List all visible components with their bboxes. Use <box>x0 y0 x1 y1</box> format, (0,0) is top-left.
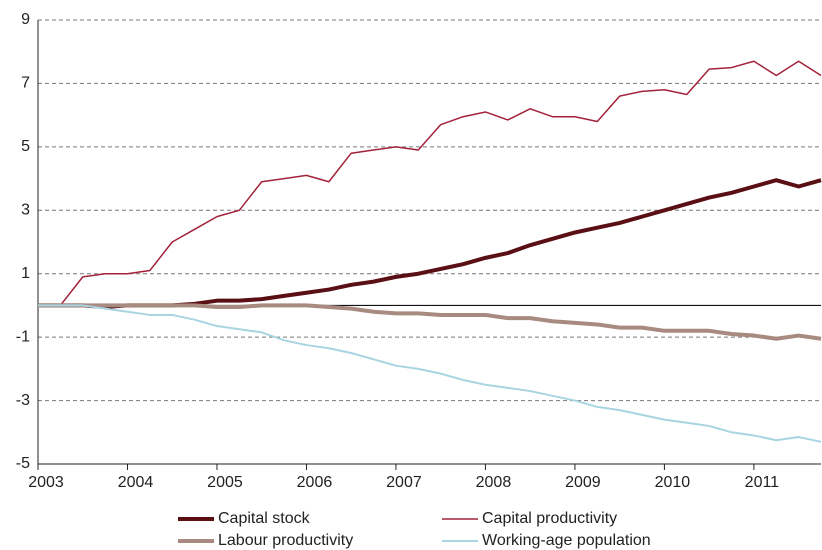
x-tick-label: 2009 <box>565 474 601 491</box>
legend-label: Labour productivity <box>218 532 353 549</box>
x-tick-label: 2010 <box>655 474 691 491</box>
x-tick-label: 2007 <box>386 474 422 491</box>
x-tick-label: 2008 <box>476 474 512 491</box>
x-tick-label: 2006 <box>297 474 333 491</box>
y-tick-label: 7 <box>21 75 30 92</box>
x-tick-label: 2003 <box>28 474 64 491</box>
y-tick-label: 5 <box>21 138 30 155</box>
y-tick-label: -5 <box>16 455 30 472</box>
y-tick-label: -1 <box>16 328 30 345</box>
x-tick-label: 2011 <box>745 474 780 491</box>
legend-label: Capital stock <box>218 510 311 527</box>
series-line <box>38 178 822 310</box>
y-tick-label: 9 <box>21 11 30 28</box>
series-line <box>38 304 822 443</box>
y-tick-label: 3 <box>21 202 30 219</box>
legend-label: Capital productivity <box>482 510 617 527</box>
y-tick-label: 1 <box>21 265 30 282</box>
x-tick-label: 2004 <box>118 474 154 491</box>
series-line <box>38 60 822 307</box>
series-line <box>38 303 822 341</box>
x-tick-label: 2005 <box>207 474 243 491</box>
legend-label: Working-age population <box>482 532 651 549</box>
y-tick-label: -3 <box>16 392 30 409</box>
